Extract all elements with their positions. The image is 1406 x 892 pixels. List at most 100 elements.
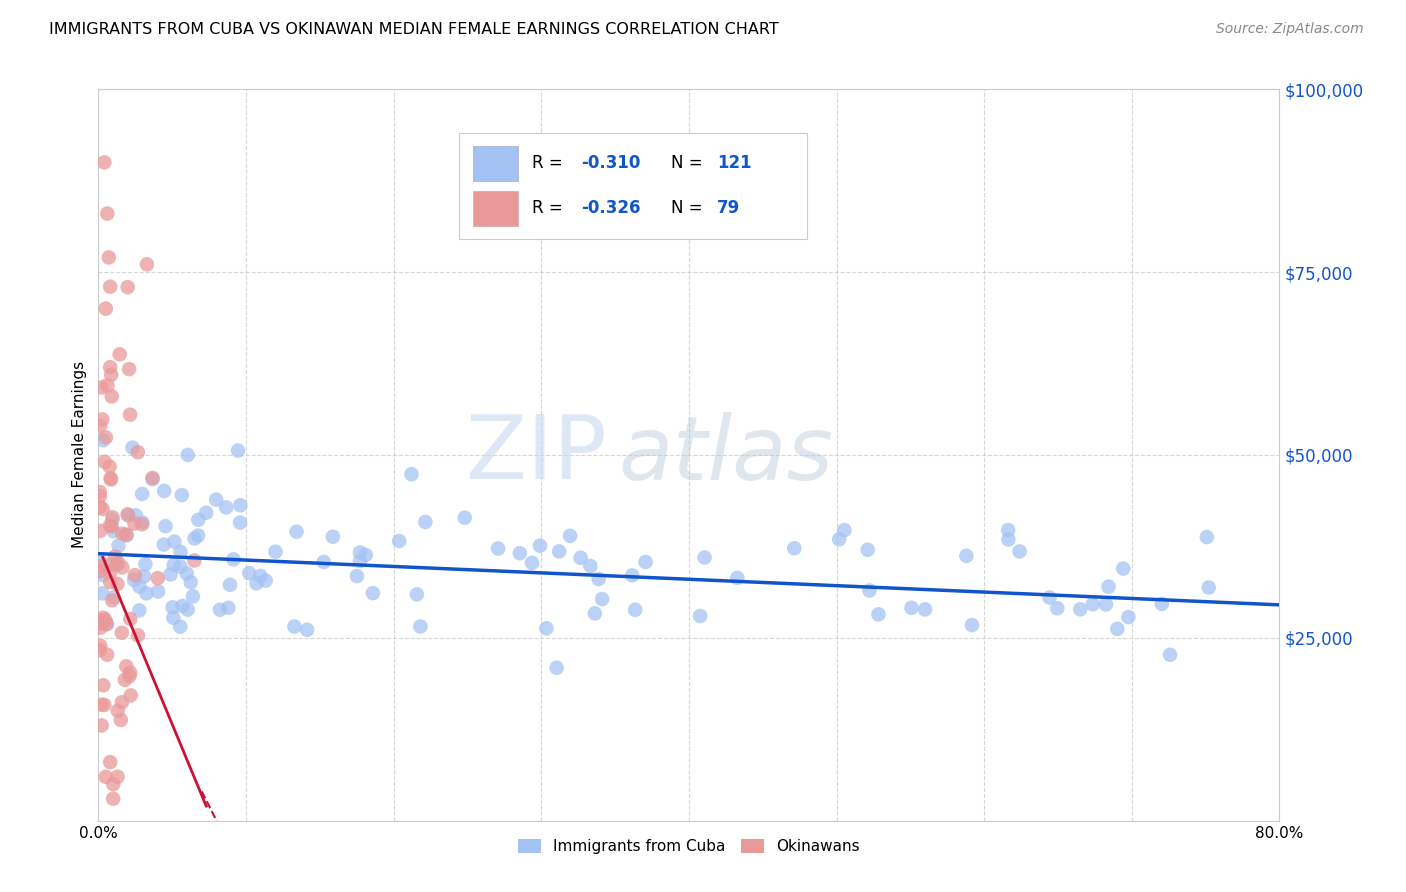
Point [117,280,139,294]
Point [226,443,249,458]
Point [388,534,411,549]
Point [110,713,132,727]
Point [90,698,112,712]
Point [91,434,114,448]
Point [346,569,368,583]
Point [108,347,131,361]
Point [195,506,218,520]
Point [181,590,204,604]
Point [89,524,111,538]
Point [111,695,134,709]
Point [1150,597,1173,611]
Point [624,603,647,617]
Point [94,430,117,444]
Point [134,558,156,572]
Point [98,518,121,533]
Point [1097,580,1119,594]
Point [454,510,477,524]
Point [111,526,134,541]
Point [107,704,129,718]
Point [96,648,118,662]
Point [124,516,146,531]
Bar [472,191,517,226]
Point [558,529,581,543]
Point [100,389,122,403]
Point [1046,601,1069,615]
Text: N =: N = [671,200,709,218]
Point [170,488,193,502]
Text: N =: N = [671,154,709,172]
Point [121,441,143,455]
Text: -0.326: -0.326 [582,200,641,218]
Text: 121: 121 [717,154,752,172]
Point [94,301,117,316]
Point [100,472,122,486]
Point [107,539,129,553]
Point [96,617,118,632]
Point [486,541,509,556]
FancyBboxPatch shape [458,133,807,239]
Point [229,498,252,512]
Point [169,545,191,559]
Point [264,544,287,558]
Point [131,487,153,501]
Point [93,698,115,712]
Point [103,791,125,805]
Point [115,659,138,673]
Text: -0.310: -0.310 [582,154,641,172]
Point [217,600,239,615]
Point [569,550,592,565]
Point [205,492,228,507]
Point [834,523,856,537]
Point [127,628,149,642]
Point [914,602,936,616]
Point [1008,544,1031,558]
Point [96,378,118,392]
Point [103,590,125,604]
Point [1195,530,1218,544]
Point [1038,591,1060,605]
Point [89,639,111,653]
Point [131,517,153,532]
Point [215,500,238,515]
Point [249,569,271,583]
Point [120,665,142,680]
Point [91,586,114,600]
Point [997,523,1019,537]
Point [900,600,922,615]
Point [349,554,371,568]
Point [159,567,181,582]
Point [415,515,437,529]
Text: R =: R = [531,154,568,172]
Point [105,558,128,573]
Point [98,566,121,580]
Point [111,625,134,640]
Point [90,380,112,394]
Point [546,661,568,675]
Point [94,613,117,627]
Point [91,568,114,582]
Point [509,546,531,560]
Point [142,472,165,486]
Point [155,519,177,533]
Point [153,483,176,498]
Point [118,362,141,376]
Point [98,360,121,375]
Point [283,619,305,633]
Point [107,770,129,784]
Point [634,555,657,569]
Point [295,623,318,637]
Point [120,408,142,422]
Point [120,689,142,703]
Point [89,616,111,631]
Point [1095,598,1118,612]
Point [1118,610,1140,624]
Point [152,537,174,551]
Point [89,643,111,657]
Point [1198,581,1220,595]
Text: atlas: atlas [619,412,832,498]
Point [354,548,377,562]
Point [955,549,977,563]
Text: IMMIGRANTS FROM CUBA VS OKINAWAN MEDIAN FEMALE EARNINGS CORRELATION CHART: IMMIGRANTS FROM CUBA VS OKINAWAN MEDIAN … [49,22,779,37]
Point [997,533,1019,547]
